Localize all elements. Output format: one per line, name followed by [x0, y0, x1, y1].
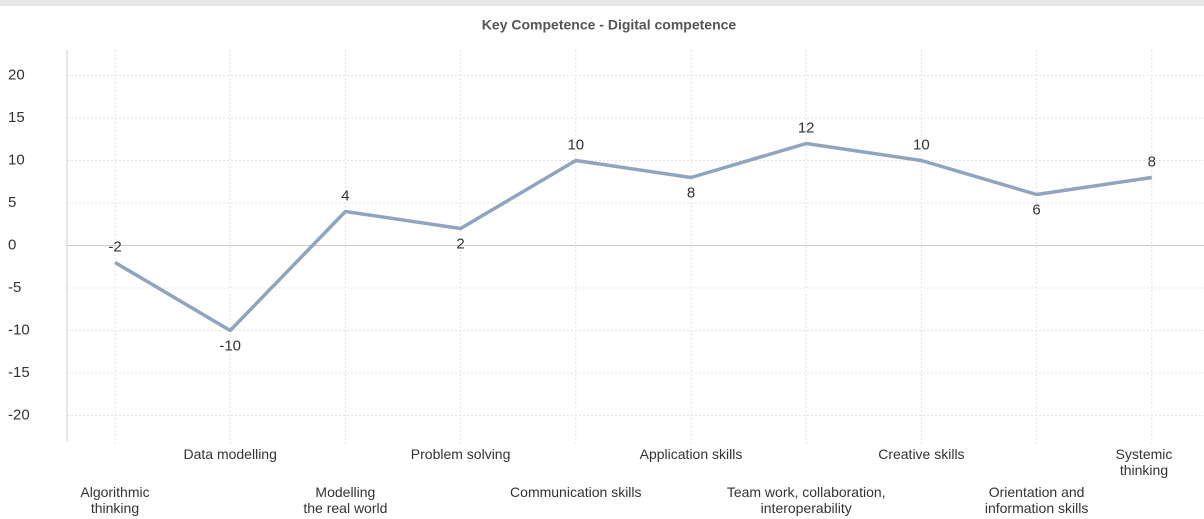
y-tick-label: 5 — [8, 194, 16, 211]
x-tick-label: Application skills — [639, 446, 743, 462]
x-tick-label: Modelling the real world — [303, 484, 388, 516]
x-tick-label: Systemic thinking — [1115, 446, 1173, 478]
y-tick-label: -5 — [8, 279, 21, 296]
data-label: 8 — [687, 184, 695, 201]
data-label: -2 — [108, 238, 121, 255]
chart-svg: Key Competence - Digital competence -20-… — [8, 17, 1204, 446]
y-tick-label: 0 — [8, 236, 16, 253]
y-tick-label: -20 — [8, 406, 30, 423]
data-label: 12 — [798, 119, 815, 136]
chart-title: Key Competence - Digital competence — [482, 17, 737, 33]
x-tick-label: Orientation and information skills — [984, 484, 1089, 516]
data-label: 10 — [567, 136, 584, 153]
y-tick-label: 10 — [8, 151, 25, 168]
data-label: -10 — [219, 337, 241, 354]
data-label: 6 — [1032, 201, 1040, 218]
x-tick-label: Algorithmic thinking — [80, 484, 150, 516]
y-tick-label: -15 — [8, 364, 30, 381]
y-tick-label: -10 — [8, 321, 30, 338]
y-tick-label: 15 — [8, 109, 25, 126]
line — [114, 141, 1153, 333]
data-label: 10 — [913, 136, 930, 153]
x-tick-label: Data modelling — [183, 446, 277, 462]
data-label: 2 — [456, 235, 464, 252]
x-tick-label: Problem solving — [410, 446, 511, 462]
data-label: 4 — [341, 187, 349, 204]
x-tick-label: Creative skills — [878, 446, 965, 462]
y-tick-label: 20 — [8, 66, 25, 83]
x-tick-label: Team work, collaboration, interoperabili… — [726, 484, 886, 516]
data-label: 8 — [1148, 153, 1156, 170]
x-tick-label: Communication skills — [510, 484, 642, 500]
